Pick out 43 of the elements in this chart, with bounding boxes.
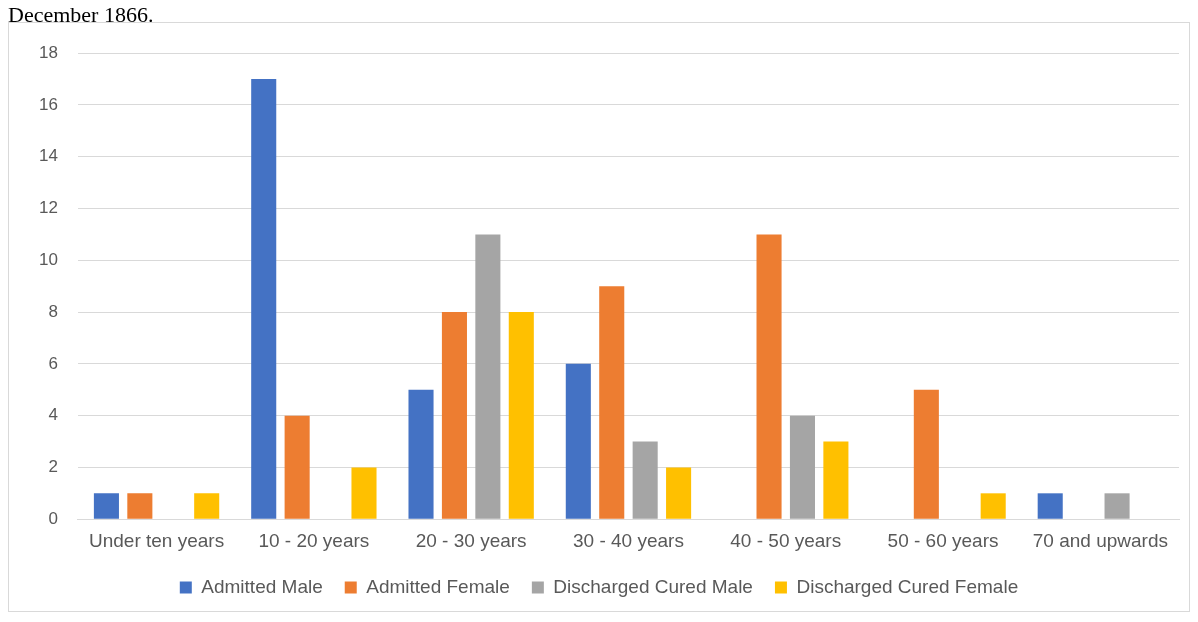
bar xyxy=(127,493,153,519)
bar xyxy=(284,415,310,519)
bar xyxy=(1104,493,1130,519)
legend-label: Admitted Female xyxy=(366,575,510,597)
bar xyxy=(1037,493,1063,519)
bar xyxy=(408,389,434,519)
x-tick-label: 70 and upwards xyxy=(1032,529,1168,551)
bar xyxy=(980,493,1006,519)
y-tick-label: 12 xyxy=(38,198,58,218)
bar xyxy=(93,493,119,519)
bar xyxy=(756,234,782,519)
bar xyxy=(351,467,377,519)
bar xyxy=(441,312,467,519)
bar xyxy=(823,441,849,519)
bar xyxy=(194,493,220,519)
x-tick-label: 50 - 60 years xyxy=(887,529,999,551)
bar xyxy=(508,312,534,519)
legend-label: Admitted Male xyxy=(201,575,323,597)
bar xyxy=(565,363,591,519)
bar xyxy=(913,389,939,519)
bar xyxy=(475,234,501,519)
x-tick-label: Under ten years xyxy=(88,529,225,551)
x-tick-label: 10 - 20 years xyxy=(258,529,370,551)
y-tick-label: 8 xyxy=(48,301,58,321)
x-tick-label: 30 - 40 years xyxy=(573,529,684,551)
y-tick-label: 10 xyxy=(38,250,58,269)
legend-label: Discharged Cured Female xyxy=(796,575,1019,597)
bar xyxy=(666,467,692,519)
chart-title: December 1866. xyxy=(8,2,155,27)
y-tick-label: 18 xyxy=(38,42,58,62)
bar xyxy=(599,286,625,519)
x-tick-label: 20 - 30 years xyxy=(415,529,527,551)
y-tick-label: 2 xyxy=(48,457,58,477)
y-tick-label: 0 xyxy=(48,508,58,528)
y-tick-label: 4 xyxy=(48,405,58,425)
legend-label: Discharged Cured Male xyxy=(553,575,753,597)
y-tick-label: 14 xyxy=(38,146,58,166)
bar xyxy=(789,415,815,519)
y-tick-label: 16 xyxy=(38,94,58,114)
bar xyxy=(251,79,277,519)
x-tick-label: 40 - 50 years xyxy=(730,529,842,551)
bar xyxy=(632,441,658,519)
y-tick-label: 6 xyxy=(48,353,58,373)
